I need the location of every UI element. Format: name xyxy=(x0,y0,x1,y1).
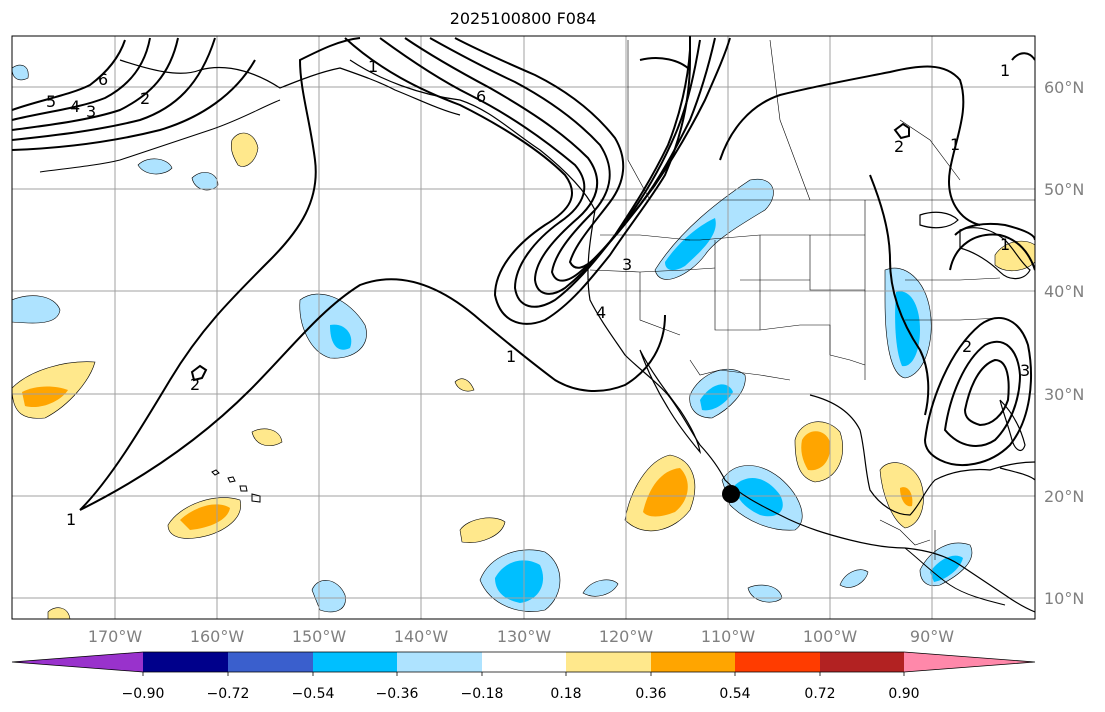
positive-anomaly-patch xyxy=(900,487,913,507)
contour-label: 1 xyxy=(66,510,76,529)
contour-label: 1 xyxy=(368,57,378,76)
lat-label-50n: 50°N xyxy=(1044,180,1084,199)
colorbar-tick-label: 0.72 xyxy=(804,686,835,702)
negative-anomaly-patch xyxy=(700,384,733,411)
longitude-labels: 170°W 160°W 150°W 140°W 130°W 120°W 110°… xyxy=(88,627,954,646)
contour-label: 3 xyxy=(86,102,96,121)
negative-anomaly-patch xyxy=(330,324,352,350)
coastlines xyxy=(39,59,1035,613)
lon-label-150w: 150°W xyxy=(292,627,347,646)
colorbar-tick-label: 0.36 xyxy=(635,686,666,702)
political-borders xyxy=(589,39,1035,560)
contour-label: 2 xyxy=(140,89,150,108)
colorbar-segment xyxy=(735,652,820,672)
lon-label-140w: 140°W xyxy=(394,627,449,646)
lat-label-60n: 60°N xyxy=(1044,78,1084,97)
positive-anomaly-patch xyxy=(994,240,1035,271)
lat-label-10n: 10°N xyxy=(1044,589,1084,608)
colorbar-tick-label: −0.72 xyxy=(207,686,250,702)
negative-anomaly-patch xyxy=(311,580,346,613)
contour-labels: 6 5 4 3 2 1 2 1 6 3 4 1 2 1 1 2 3 1 xyxy=(46,57,1030,529)
contour-label: 1 xyxy=(1000,61,1010,80)
colorbar-tick-label: −0.36 xyxy=(376,686,419,702)
colorbar-segment xyxy=(228,652,313,672)
negative-anomaly-patch xyxy=(839,569,869,588)
colorbar-segment xyxy=(143,652,228,672)
contour-label: 4 xyxy=(70,97,80,116)
latitude-labels: 10°N 20°N 30°N 40°N 50°N 60°N xyxy=(1044,78,1084,608)
colorbar-segment xyxy=(820,652,904,672)
colorbar-segment xyxy=(651,652,735,672)
colorbar-tick-label: 0.90 xyxy=(888,686,919,702)
negative-anomaly-patch xyxy=(735,477,783,517)
negative-anomaly-patch xyxy=(582,579,619,597)
lon-label-120w: 120°W xyxy=(599,627,654,646)
lon-label-100w: 100°W xyxy=(803,627,858,646)
colorbar-high-extension xyxy=(904,652,1035,672)
contour-label: 1 xyxy=(950,135,960,154)
lat-label-30n: 30°N xyxy=(1044,385,1084,404)
positive-anomaly-patch xyxy=(459,517,506,543)
positive-anomaly-patch xyxy=(47,607,71,619)
colorbar-segment xyxy=(482,652,566,672)
lat-label-20n: 20°N xyxy=(1044,487,1084,506)
negative-anomaly-patch xyxy=(665,218,716,271)
contour-label: 1 xyxy=(506,347,516,366)
height-contours xyxy=(12,36,1035,511)
negative-anomaly-patch xyxy=(12,295,61,324)
positive-anomaly-patch xyxy=(251,428,283,446)
contour-label: 2 xyxy=(962,337,972,356)
colorbar-tick-label: −0.54 xyxy=(292,686,335,702)
negative-anomaly-patch xyxy=(495,560,544,603)
lon-label-90w: 90°W xyxy=(910,627,954,646)
contour-label: 6 xyxy=(476,87,486,106)
contour-label: 2 xyxy=(190,375,200,394)
lon-label-170w: 170°W xyxy=(88,627,143,646)
colorbar-segment xyxy=(397,652,482,672)
contour-label: 3 xyxy=(622,255,632,274)
colorbar: −0.90 −0.72 −0.54 −0.36 −0.18 0.18 0.36 … xyxy=(11,651,1036,702)
colorbar-segment xyxy=(566,652,651,672)
negative-anomaly-patch xyxy=(12,64,29,81)
lon-label-110w: 110°W xyxy=(701,627,756,646)
negative-anomaly-patch xyxy=(747,584,783,603)
negative-anomaly-patch xyxy=(137,158,173,175)
colorbar-tick-label: 0.18 xyxy=(550,686,581,702)
colorbar-tick-label: −0.18 xyxy=(461,686,504,702)
contour-label: 4 xyxy=(596,303,606,322)
shaded-anomaly-layer xyxy=(12,64,1035,619)
contour-label: 2 xyxy=(894,137,904,156)
map-frame xyxy=(11,35,1036,620)
positive-anomaly-patch xyxy=(454,378,475,392)
colorbar-tick-label: 0.54 xyxy=(719,686,750,702)
contour-label: 3 xyxy=(1020,361,1030,380)
contour-label: 5 xyxy=(46,92,56,111)
colorbar-tick-label: −0.90 xyxy=(122,686,165,702)
negative-anomaly-patch xyxy=(191,172,219,191)
lat-label-40n: 40°N xyxy=(1044,282,1084,301)
storm-center-marker xyxy=(722,485,740,503)
contour-label: 6 xyxy=(98,70,108,89)
positive-anomaly-patch xyxy=(230,132,259,167)
positive-anomaly-patch xyxy=(22,386,68,408)
lon-label-160w: 160°W xyxy=(190,627,245,646)
contour-label: 1 xyxy=(1000,235,1010,254)
positive-anomaly-patch xyxy=(801,431,831,471)
graticule xyxy=(12,36,1035,619)
positive-anomaly-patch xyxy=(643,468,688,517)
map-title: 2025100800 F084 xyxy=(449,9,597,28)
colorbar-segment xyxy=(313,652,397,672)
colorbar-low-extension xyxy=(12,652,143,672)
lon-label-130w: 130°W xyxy=(497,627,552,646)
